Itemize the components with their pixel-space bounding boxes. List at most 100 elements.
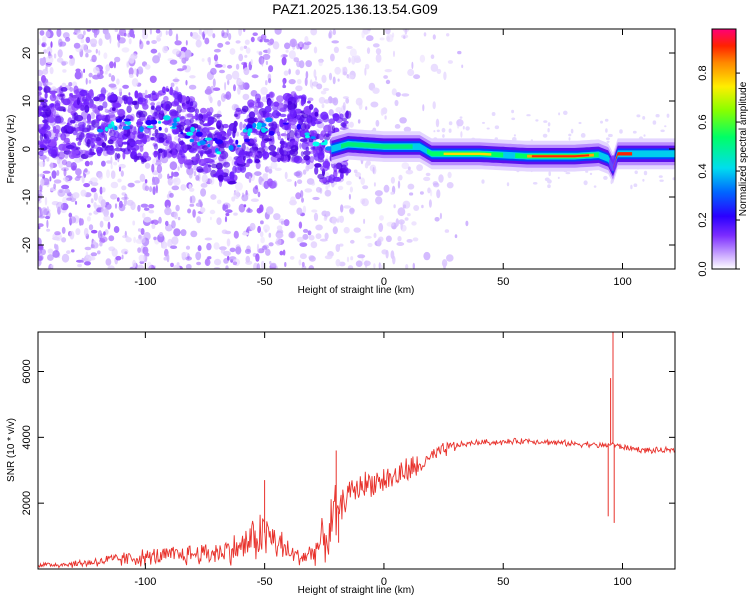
noise-speck [62,69,67,73]
colorbar-label: Normalized spectral amplitude [738,81,749,216]
noise-speck [139,260,145,265]
ridge-peak [163,115,171,121]
noise-speck [132,259,137,269]
noise-speck [535,119,539,122]
noise-speck [137,204,141,212]
spectral-blob [127,145,132,150]
noise-speck [255,185,258,190]
spectral-blob [74,89,79,93]
noise-speck [191,32,199,39]
noise-speck [242,232,249,236]
noise-speck [137,264,144,269]
noise-speck [390,191,394,195]
noise-speck [195,39,202,48]
noise-speck [346,45,353,50]
spectral-blob [42,124,51,131]
spectral-blob [43,109,47,113]
noise-speck [298,41,304,50]
noise-speck [61,237,67,243]
noise-speck [176,262,180,266]
ridge-peak [213,137,218,142]
noise-speck [568,137,571,141]
spectral-blob [116,138,123,145]
noise-speck [288,231,296,239]
noise-speck [346,180,352,186]
noise-speck [511,117,516,121]
noise-speck [222,64,227,69]
ridge-peak [172,125,176,129]
noise-speck [379,37,385,41]
noise-speck [40,178,45,187]
noise-speck [93,30,98,38]
spectral-blob [287,101,292,105]
noise-speck [101,160,106,167]
ridge-peak [180,131,184,135]
noise-speck [430,189,433,197]
noise-speck [98,195,104,204]
spectral-blob [170,110,179,117]
noise-speck [285,49,289,53]
noise-speck [583,180,588,186]
spectral-blob [60,87,68,92]
noise-speck [64,153,69,159]
noise-speck [150,48,158,54]
noise-speck [233,230,239,239]
noise-speck [435,118,440,128]
noise-speck [364,67,367,76]
noise-speck [335,107,343,113]
noise-speck [65,37,71,42]
noise-speck [589,172,593,176]
spectral-blob [107,114,117,122]
x-tick-label: -50 [257,276,273,288]
noise-speck [288,68,291,75]
spectral-blob [182,103,190,110]
spectral-blob [340,171,344,179]
noise-speck [324,255,333,260]
noise-speck [110,212,114,218]
spectral-blob [183,96,190,101]
noise-speck [193,171,197,177]
noise-speck [273,213,281,221]
noise-speck [375,119,380,127]
noise-speck [349,121,354,128]
noise-speck [84,246,92,251]
ridge-peak [252,122,257,129]
noise-speck [313,69,317,79]
ridge-peak [282,122,289,125]
noise-speck [335,244,341,252]
noise-speck [366,35,374,42]
spectral-blob [249,147,257,153]
spectral-blob [42,137,52,144]
spectral-blob [74,114,84,122]
spectral-blob [218,168,224,173]
noise-speck [580,133,586,138]
noise-speck [386,221,395,227]
spectral-blob [216,119,223,126]
spectral-blob [133,126,137,135]
ridge-peak [312,141,320,147]
noise-speck [40,248,46,256]
noise-speck [212,87,221,91]
noise-speck [210,194,217,200]
noise-speck [231,196,236,202]
noise-speck [139,173,146,182]
noise-speck [353,227,361,233]
noise-speck [350,256,354,261]
noise-speck [370,101,379,108]
noise-speck [42,170,51,174]
noise-speck [62,177,70,181]
noise-speck [436,189,441,199]
noise-speck [195,175,200,181]
spectral-blob [62,98,71,106]
ridge-peak [237,144,242,148]
spectral-blob [65,145,75,149]
noise-speck [297,179,303,184]
snr-xlabel: Height of straight line (km) [298,585,415,596]
noise-speck [233,190,240,200]
noise-speck [276,95,284,103]
noise-speck [170,262,174,268]
noise-speck [465,220,469,227]
noise-speck [293,171,301,177]
ridge-peak [157,121,162,124]
noise-speck [280,220,285,225]
